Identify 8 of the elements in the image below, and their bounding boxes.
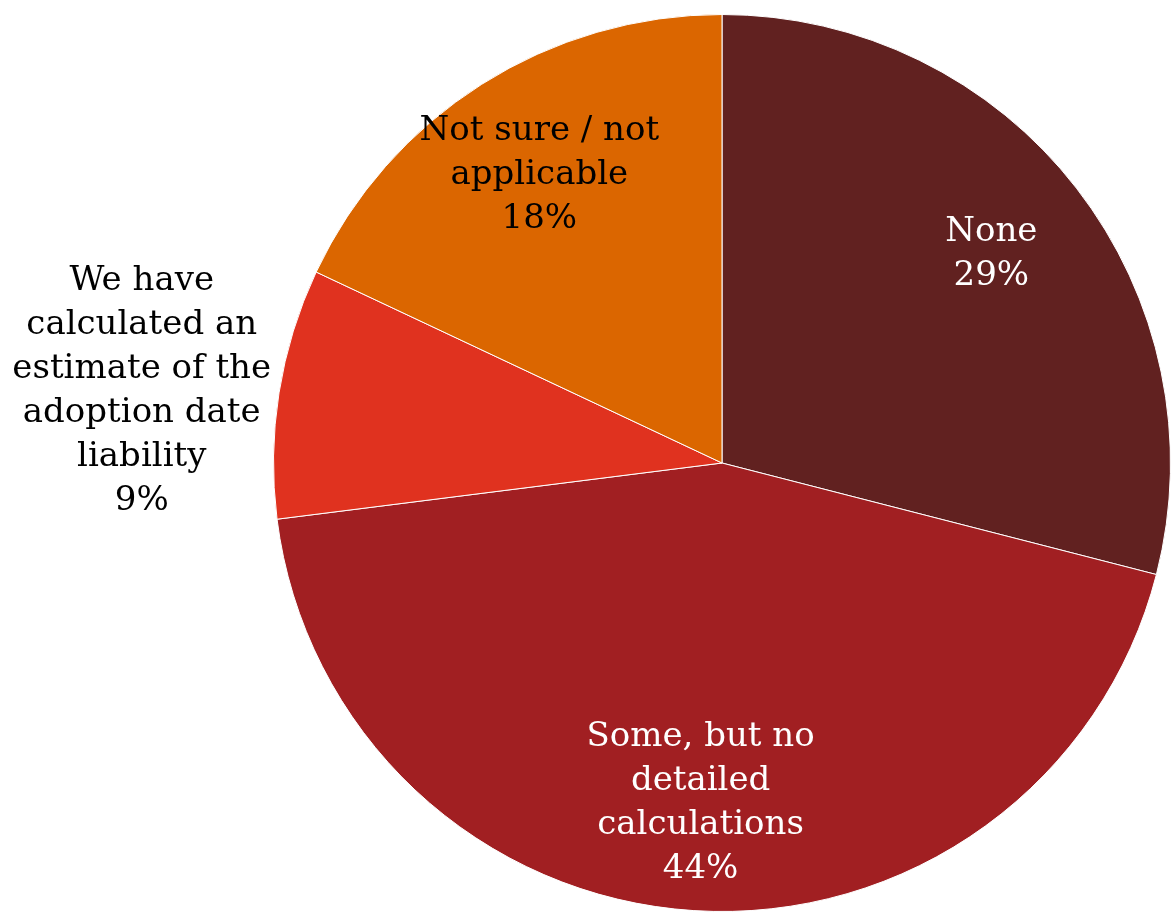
slice-label: Not sure / not applicable (419, 108, 660, 193)
data-label: 29% (953, 252, 1030, 293)
data-label: 44% (662, 846, 739, 887)
slice-label: None (945, 208, 1038, 249)
data-label: 9% (114, 478, 169, 519)
slice-label: Some, but no detailed calculations (586, 714, 815, 843)
slice-label: We have calculated an estimate of the adoption date liability (12, 258, 272, 475)
data-label: 18% (501, 196, 578, 237)
